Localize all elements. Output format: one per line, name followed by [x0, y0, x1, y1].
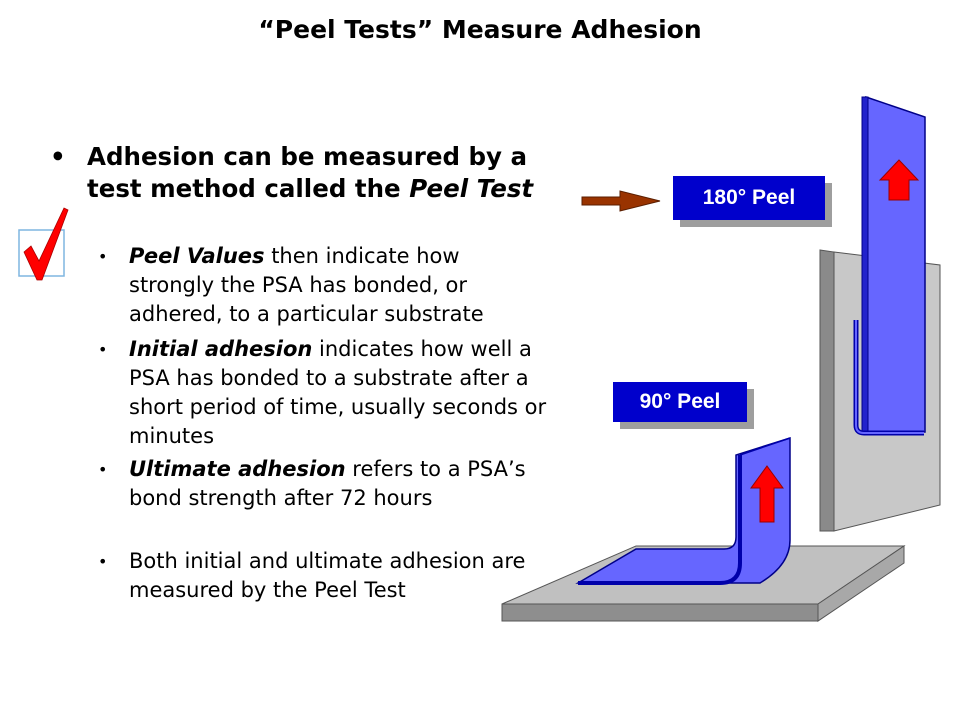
- sub-bullet-peel-values: • Peel Values then indicate how strongly…: [98, 242, 548, 329]
- main-bullet-plain: Adhesion can be measured by a test metho…: [87, 142, 528, 203]
- bullet-marker: •: [98, 552, 108, 571]
- bullet-marker: •: [98, 340, 108, 359]
- sub-bullet-text: Peel Values then indicate how strongly t…: [129, 242, 548, 329]
- up-arrow-icon: [750, 465, 784, 523]
- label-90-peel: 90° Peel: [613, 382, 747, 422]
- bullet-marker: •: [50, 142, 66, 171]
- sub-bullet-emphasis: Peel Values: [129, 244, 265, 268]
- label-180-peel: 180° Peel: [673, 176, 825, 220]
- main-bullet: • Adhesion can be measured by a test met…: [50, 141, 550, 205]
- main-bullet-italic: Peel Test: [409, 174, 534, 203]
- sub-bullet-initial-adhesion: • Initial adhesion indicates how well a …: [98, 335, 548, 451]
- tape-180-peel: [853, 95, 926, 436]
- sub-bullet-rest: indicates how well a PSA has bonded to a…: [129, 337, 547, 448]
- sub-bullet-text: Ultimate adhesion refers to a PSA’s bond…: [129, 455, 548, 513]
- checkmark-icon: [18, 207, 69, 281]
- sub-bullet-ultimate-adhesion: • Ultimate adhesion refers to a PSA’s bo…: [98, 455, 548, 513]
- sub-bullet-rest: Both initial and ultimate adhesion are m…: [129, 549, 526, 602]
- sub-bullet-emphasis: Initial adhesion: [129, 337, 313, 361]
- sub-bullet-emphasis: Ultimate adhesion: [129, 457, 346, 481]
- up-arrow-icon: [878, 159, 920, 201]
- main-bullet-text: Adhesion can be measured by a test metho…: [87, 141, 550, 205]
- bullet-marker: •: [98, 247, 108, 266]
- slide-title: “Peel Tests” Measure Adhesion: [258, 15, 702, 44]
- sub-bullet-rest: then indicate how strongly the PSA has b…: [129, 244, 484, 326]
- sub-bullet-rest: refers to a PSA’s bond strength after 72…: [129, 457, 526, 510]
- sub-bullet-both: • Both initial and ultimate adhesion are…: [98, 547, 548, 605]
- tape-90-peel: [575, 436, 791, 585]
- bullet-marker: •: [98, 460, 108, 479]
- sub-bullet-text: Both initial and ultimate adhesion are m…: [129, 547, 548, 605]
- pointer-arrow-icon: [581, 190, 661, 212]
- sub-bullet-text: Initial adhesion indicates how well a PS…: [129, 335, 548, 451]
